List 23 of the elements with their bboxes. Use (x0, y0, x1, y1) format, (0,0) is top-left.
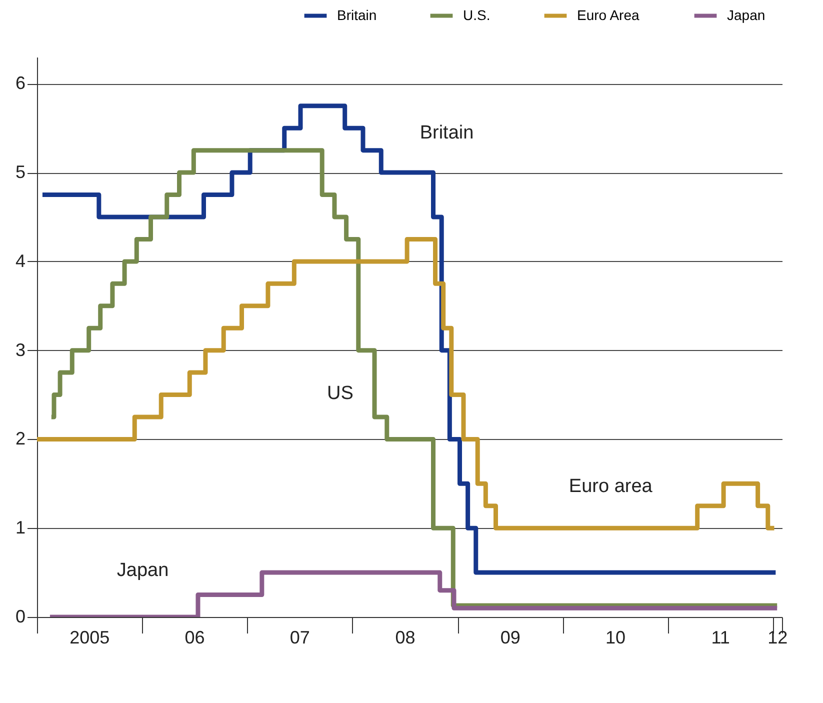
annotation: Japan (116, 560, 169, 581)
x-tick-label: 08 (395, 628, 416, 648)
annotation: Britain (420, 122, 474, 144)
x-tick-label: 2005 (70, 628, 110, 648)
x-tick-label: 10 (605, 628, 626, 648)
x-tick-label: 09 (500, 628, 520, 648)
annotation: US (327, 383, 354, 404)
legend-label: U.S. (463, 6, 490, 23)
y-tick-label: 4 (15, 250, 26, 271)
y-tick-label: 3 (15, 340, 26, 360)
x-tick-label: 11 (711, 628, 730, 648)
y-tick-label: 0 (15, 606, 26, 626)
x-tick-label: 07 (290, 628, 310, 648)
y-tick-label: 5 (15, 162, 26, 182)
y-tick-label: 2 (15, 428, 26, 449)
x-tick-label: 12 (768, 628, 788, 648)
legend-label: Euro Area (577, 6, 640, 23)
legend-label: Britain (337, 6, 377, 23)
y-tick-label: 6 (15, 73, 26, 94)
legend-label: Japan (727, 6, 766, 23)
x-tick-label: 06 (184, 628, 205, 648)
annotation: Euro area (568, 476, 653, 497)
y-tick-label: 1 (15, 518, 26, 538)
